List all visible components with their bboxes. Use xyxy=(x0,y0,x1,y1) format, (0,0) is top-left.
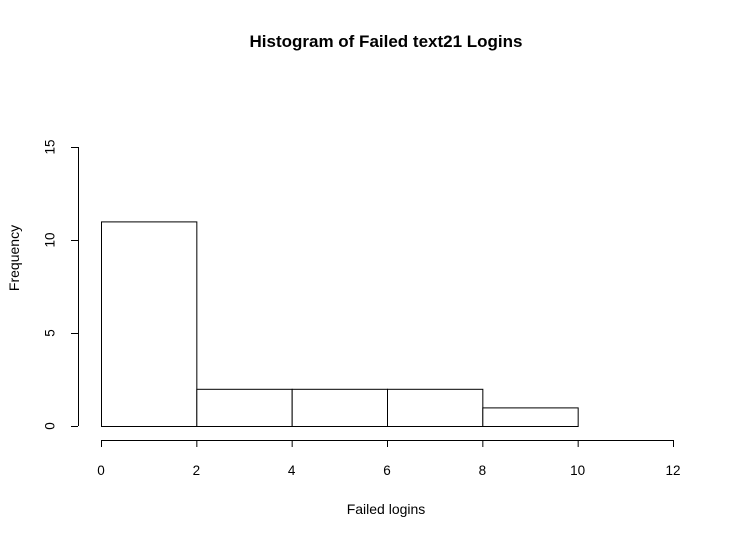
histogram-bar-0-2 xyxy=(101,221,198,427)
y-tick-label-15: 15 xyxy=(43,139,58,154)
x-tick-label-12: 12 xyxy=(665,463,680,478)
histogram-bar-2-4 xyxy=(196,388,293,427)
y-tick-label-10: 10 xyxy=(43,232,58,247)
histogram-bar-6-8 xyxy=(387,388,484,427)
y-axis-label: Frequency xyxy=(6,225,22,291)
x-tick-label-6: 6 xyxy=(383,463,391,478)
x-tick-label-0: 0 xyxy=(97,463,105,478)
x-tick-label-8: 8 xyxy=(479,463,487,478)
x-tick-label-2: 2 xyxy=(193,463,201,478)
x-axis-label: Failed logins xyxy=(347,501,426,517)
histogram-bar-8-10 xyxy=(482,407,579,427)
histogram-bar-4-6 xyxy=(291,388,388,427)
bars-group xyxy=(101,221,579,427)
x-axis: 0 2 4 6 8 10 12 xyxy=(97,440,681,478)
y-tick-label-5: 5 xyxy=(43,329,58,337)
chart-title: Histogram of Failed text21 Logins xyxy=(250,32,523,51)
y-tick-label-0: 0 xyxy=(43,422,58,430)
x-tick-label-4: 4 xyxy=(288,463,296,478)
y-axis: 0 5 10 15 xyxy=(43,139,79,430)
x-tick-label-10: 10 xyxy=(570,463,585,478)
